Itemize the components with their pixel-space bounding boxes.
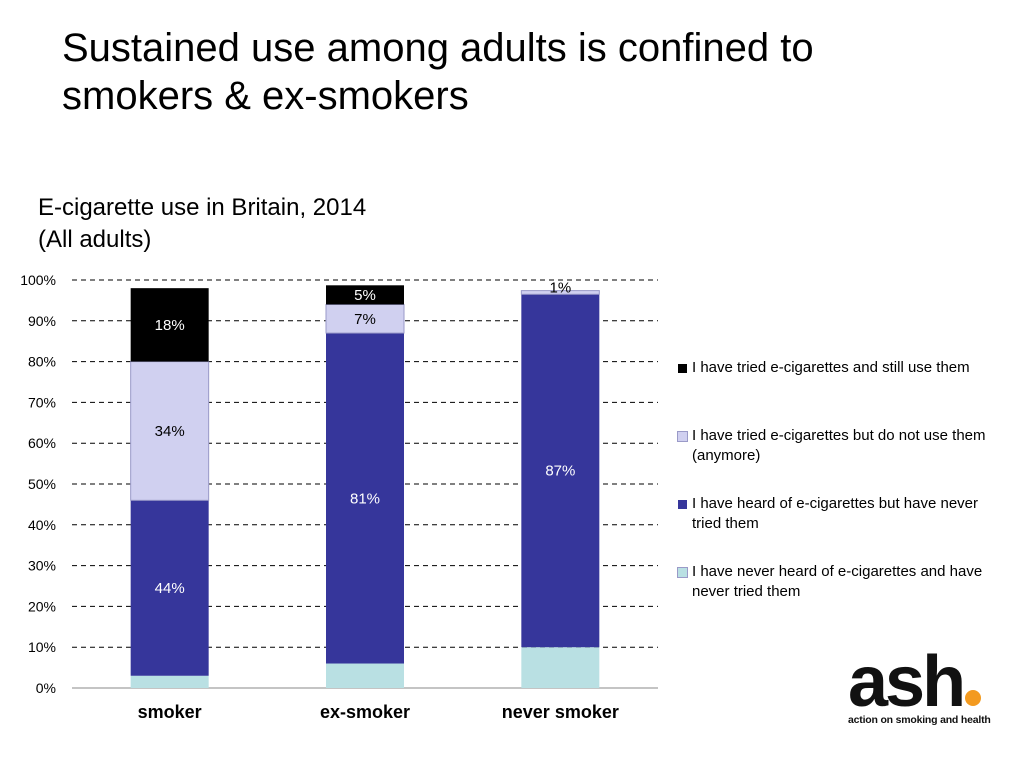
y-tick-label: 50% — [28, 476, 56, 492]
ash-logo-mark: ash — [848, 646, 982, 718]
ash-logo-dot-icon — [965, 690, 982, 706]
data-label: 1% — [549, 280, 571, 297]
data-label: 5% — [354, 287, 376, 304]
data-label: 44% — [155, 580, 185, 597]
x-category-label: ex-smoker — [320, 702, 410, 722]
ash-logo-tagline: action on smoking and health — [848, 714, 991, 726]
y-tick-label: 0% — [36, 680, 56, 696]
ash-logo-wordmark: ash — [848, 642, 966, 722]
y-tick-label: 80% — [28, 354, 56, 370]
legend-item-tried-not-use: I have tried e-cigarettes but do not use… — [677, 426, 998, 494]
legend-label-heard-never-tried: I have heard of e-cigarettes but have ne… — [692, 495, 979, 532]
data-label: 18% — [155, 317, 185, 334]
data-label: 34% — [155, 423, 185, 440]
y-tick-label: 10% — [28, 639, 56, 655]
y-tick-label: 70% — [28, 394, 56, 410]
data-label: 7% — [354, 311, 376, 328]
y-tick-label: 40% — [28, 517, 56, 533]
bar-segment — [325, 303, 405, 334]
x-category-label: never smoker — [502, 702, 619, 722]
bar-segment — [326, 333, 404, 664]
bar-segment — [326, 285, 404, 305]
legend-swatch-tried-not-use — [677, 431, 688, 442]
ash-logo: ash action on smoking and health — [848, 646, 991, 726]
legend-item-still-use: I have tried e-cigarettes and still use … — [678, 358, 998, 426]
chart-subtitle-line-2: (All adults) — [38, 226, 152, 253]
y-tick-label: 100% — [20, 272, 56, 288]
y-tick-label: 20% — [28, 598, 56, 614]
bar-segment — [130, 288, 209, 362]
legend-swatch-heard-never-tried — [678, 500, 687, 509]
bar-segment — [521, 294, 600, 648]
stacked-bar-chart: 0% 10% 20% 30% 40% 50% 60% 70% 80% 90% 100% 44% 34% 1… — [20, 272, 658, 722]
data-label: 87% — [545, 463, 575, 480]
legend-item-heard-never-tried: I have heard of e-cigarettes but have ne… — [678, 494, 998, 562]
chart-subtitle: E-cigarette use in Britain, 2014 (All ad… — [38, 192, 366, 256]
y-tick-label: 30% — [28, 558, 56, 574]
bar-segment — [326, 663, 404, 688]
bar-segment — [521, 647, 600, 688]
x-category-label: smoker — [138, 702, 202, 722]
legend-item-never-heard: I have never heard of e-cigarettes and h… — [677, 562, 998, 630]
legend-swatch-never-heard — [677, 567, 688, 578]
bar-segment — [130, 500, 209, 676]
bar-segment — [130, 675, 209, 688]
chart-legend: I have tried e-cigarettes and still use … — [677, 358, 998, 630]
legend-label-still-use: I have tried e-cigarettes and still use … — [692, 359, 970, 376]
chart-subtitle-line-1: E-cigarette use in Britain, 2014 — [38, 194, 367, 221]
legend-label-tried-not-use: I have tried e-cigarettes but do not use… — [692, 427, 986, 464]
slide-title: Sustained use among adults is confined t… — [62, 26, 814, 118]
data-label: 81% — [350, 490, 380, 507]
y-tick-label: 60% — [28, 435, 56, 451]
legend-label-never-heard: I have never heard of e-cigarettes and h… — [692, 563, 983, 600]
legend-swatch-still-use — [678, 364, 687, 373]
bar-segment — [520, 290, 600, 295]
y-tick-label: 90% — [28, 313, 56, 329]
